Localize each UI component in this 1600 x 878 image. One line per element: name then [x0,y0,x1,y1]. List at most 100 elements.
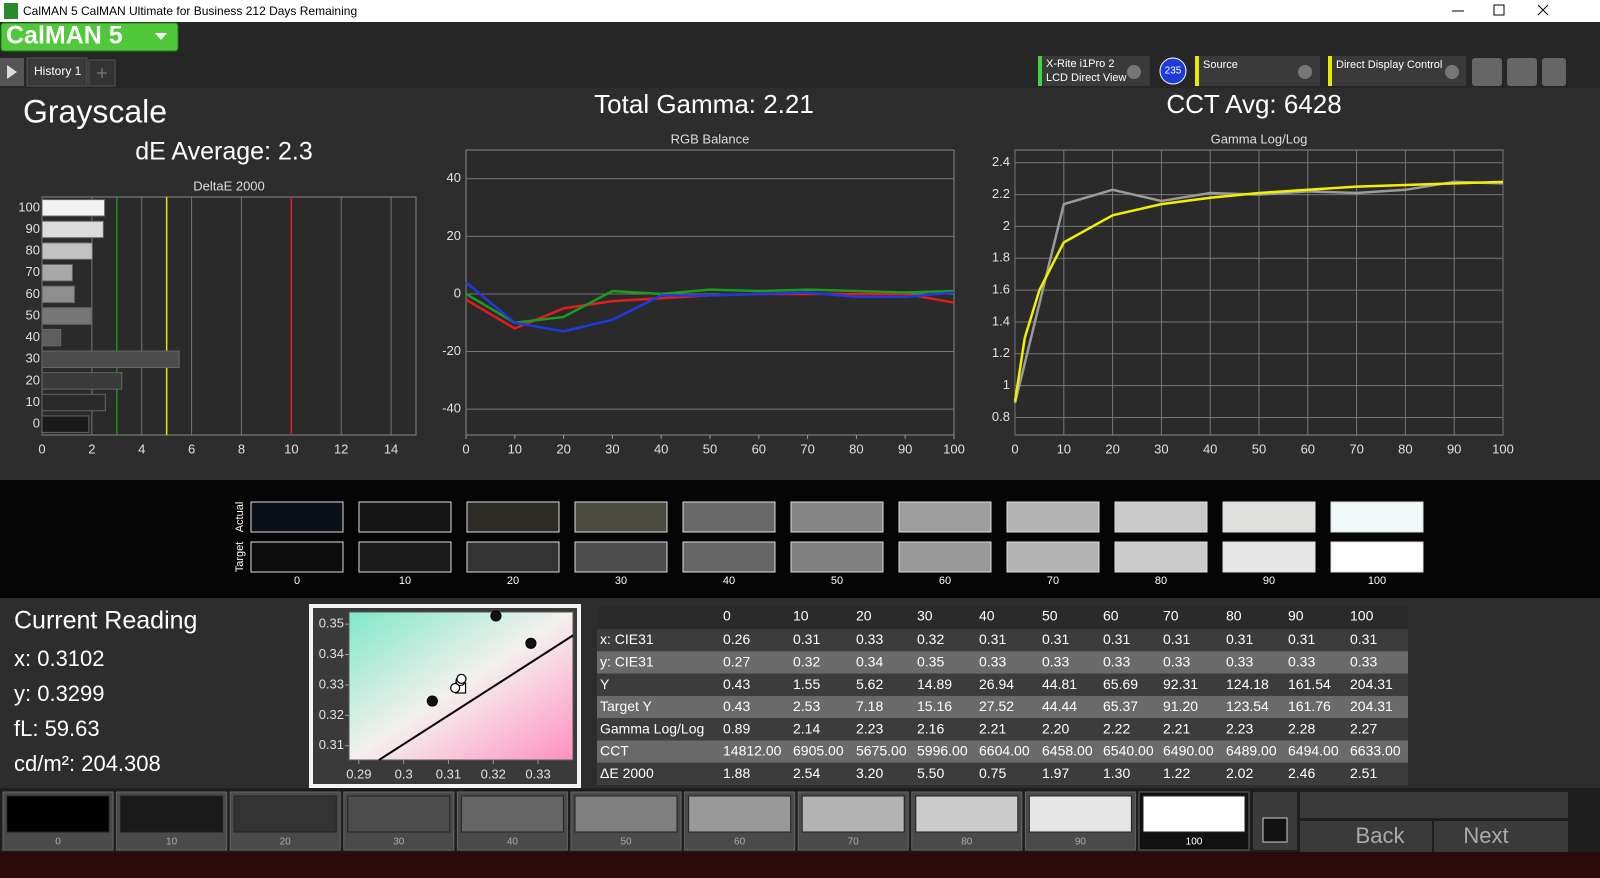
help-button[interactable] [1507,58,1537,86]
table-cell: 2.54 [793,765,820,781]
settings-button[interactable] [1472,58,1502,86]
collapse-button[interactable] [1542,58,1566,86]
dropdown[interactable] [1127,65,1141,79]
table-header: 100 [1350,608,1374,624]
y-tick-label: 10 [26,394,40,409]
table-cell: 161.54 [1288,676,1331,692]
table-cell: 0.33 [1288,654,1315,670]
back-button[interactable] [1300,821,1432,852]
patch-color [347,795,451,833]
patch-label: 10 [166,837,178,848]
close-button[interactable] [1537,4,1549,16]
x-tick-label: 10 [1057,441,1071,456]
patch-label: 90 [1075,837,1087,848]
table-cell: 0.43 [723,698,750,714]
table-cell: 0.27 [723,654,750,670]
table-cell: 0.31 [793,631,820,647]
target-swatch [466,541,560,573]
patch-color [6,795,110,833]
table-cell: 44.81 [1042,676,1077,692]
table-cell: 6458.00 [1042,743,1093,759]
table-header: 20 [856,608,872,624]
dropdown[interactable] [1298,65,1312,79]
table-cell: 2.23 [1226,720,1253,736]
maximize-button[interactable] [1493,4,1505,16]
next-button[interactable] [1434,821,1568,852]
table-row [597,673,1408,696]
source-label: Source [1203,59,1238,71]
target-swatch [790,541,884,573]
table-cell: 0.89 [723,720,750,736]
table-cell: 5.50 [917,765,944,781]
y-tick-label: 1.2 [992,345,1010,360]
target-swatch [250,541,344,573]
table-row [597,629,1408,652]
actual-swatch [1114,501,1208,533]
table-cell: 0.34 [856,654,883,670]
x-tick-label: 20 [556,441,570,456]
table-cell: 92.31 [1163,676,1198,692]
table-row [597,762,1408,786]
source-indicator [1195,56,1199,86]
patch-label: 80 [961,837,973,848]
table-header: 80 [1226,608,1242,624]
target-swatch [1222,541,1316,573]
x-tick-label: 6 [188,441,195,456]
row-label: CCT [600,743,629,759]
table-cell: 0.33 [979,654,1006,670]
x-tick-label: 4 [138,441,145,456]
y-tick-label: 0 [454,285,461,300]
reading-point [450,682,461,694]
table-cell: 1.30 [1103,765,1130,781]
display-indicator [1328,56,1332,86]
bar [41,415,90,433]
add-icon [97,68,107,78]
tab[interactable] [26,57,88,87]
x-tick-label: 100 [1492,441,1514,456]
measured-point [525,637,537,649]
table-cell: 6905.00 [793,743,844,759]
table-row [597,718,1408,741]
measured-point [426,695,438,707]
table-cell: 161.76 [1288,698,1331,714]
patch-label: 0 [55,837,61,848]
x-tick-label: 60 [1301,441,1315,456]
table-cell: 0.75 [979,765,1006,781]
meter-mode: LCD Direct View [1046,72,1127,84]
patch-color [233,795,337,833]
y-tick-label: 40 [447,170,461,185]
table-cell: 7.18 [856,698,883,714]
table-cell: 2.27 [1350,720,1377,736]
chart-title: RGB Balance [671,131,750,146]
x-tick-label: 0.3 [395,766,413,781]
y-tick-label: 1.8 [992,250,1010,265]
table-cell: 27.52 [979,698,1014,714]
dropdown[interactable] [1445,65,1459,79]
x-tick-label: 0.31 [436,766,461,781]
table-cell: 2.02 [1226,765,1253,781]
actual-swatch [898,501,992,533]
patch-label: 60 [734,837,746,848]
table-cell: 1.88 [723,765,750,781]
table-cell: 0.31 [1226,631,1253,647]
row-label: Gamma Log/Log [600,720,704,736]
x-tick-label: 80 [1398,441,1412,456]
swatch-label: 100 [1368,575,1386,587]
patch-color [574,795,678,833]
reading-point [456,673,467,684]
bar [41,242,93,260]
x-tick-label: 40 [1203,441,1217,456]
display-select[interactable] [1328,56,1466,86]
y-tick-label: 2.2 [992,186,1010,201]
y-tick-label: 0.31 [319,737,344,752]
badge [1159,57,1187,85]
table-header: 90 [1288,608,1304,624]
table-header-row [597,606,1408,628]
y-tick-label: 80 [26,243,40,258]
actual-swatch [682,501,776,533]
target-swatch [898,541,992,573]
y-tick-label: 1.6 [992,282,1010,297]
table-cell: 6604.00 [979,743,1030,759]
logo-button[interactable] [0,22,179,52]
